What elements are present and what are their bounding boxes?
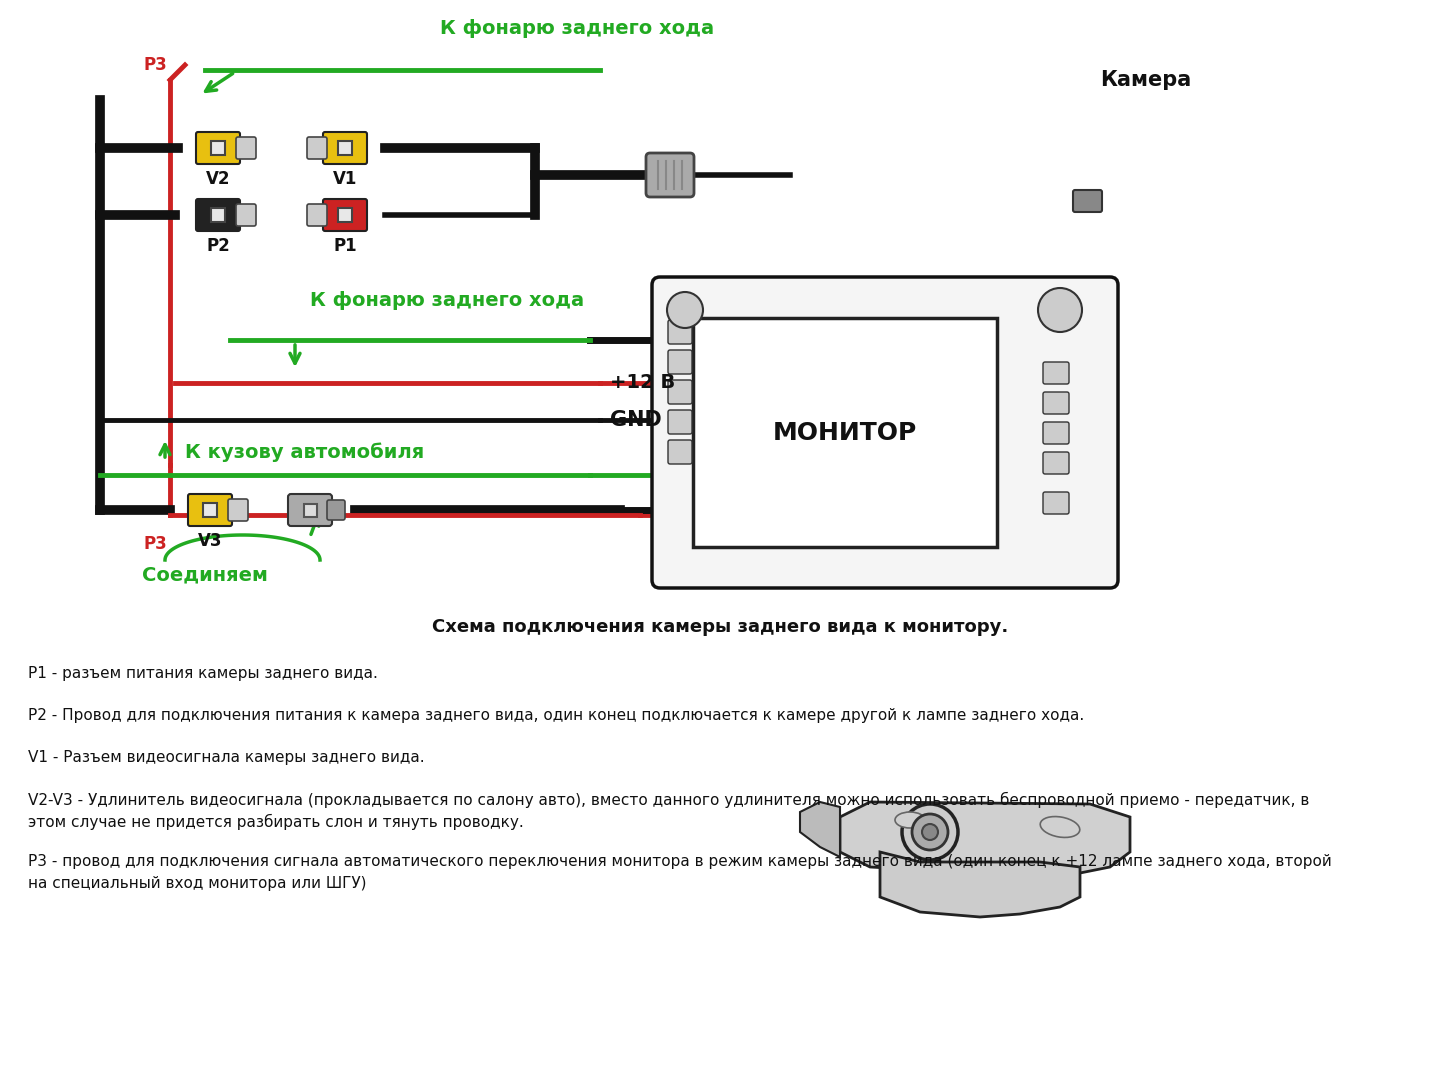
Bar bbox=[212, 208, 225, 222]
FancyBboxPatch shape bbox=[668, 321, 693, 344]
Text: P3: P3 bbox=[143, 56, 167, 74]
Circle shape bbox=[912, 814, 948, 850]
FancyBboxPatch shape bbox=[323, 132, 367, 164]
Text: +12 В: +12 В bbox=[611, 373, 675, 392]
FancyBboxPatch shape bbox=[1043, 362, 1068, 384]
Ellipse shape bbox=[1040, 817, 1080, 837]
Text: К фонарю заднего хода: К фонарю заднего хода bbox=[310, 291, 585, 310]
Ellipse shape bbox=[896, 812, 924, 828]
FancyBboxPatch shape bbox=[236, 137, 256, 159]
FancyBboxPatch shape bbox=[228, 498, 248, 521]
Text: P1 - разъем питания камеры заднего вида.: P1 - разъем питания камеры заднего вида. bbox=[27, 666, 377, 681]
Text: Камера: Камера bbox=[1100, 70, 1191, 90]
FancyBboxPatch shape bbox=[1043, 492, 1068, 513]
FancyBboxPatch shape bbox=[196, 199, 240, 230]
Text: P2 - Провод для подключения питания к камера заднего вида, один конец подключает: P2 - Провод для подключения питания к ка… bbox=[27, 708, 1084, 723]
Text: Соединяем: Соединяем bbox=[143, 565, 268, 584]
Text: V1 - Разъем видеосигнала камеры заднего вида.: V1 - Разъем видеосигнала камеры заднего … bbox=[27, 750, 425, 765]
FancyBboxPatch shape bbox=[189, 494, 232, 526]
Circle shape bbox=[667, 292, 703, 328]
Text: этом случае не придется разбирать слон и тянуть проводку.: этом случае не придется разбирать слон и… bbox=[27, 814, 524, 830]
Bar bbox=[338, 208, 351, 222]
Text: V3: V3 bbox=[197, 532, 222, 550]
Text: на специальный вход монитора или ШГУ): на специальный вход монитора или ШГУ) bbox=[27, 876, 367, 891]
FancyBboxPatch shape bbox=[668, 410, 693, 434]
Polygon shape bbox=[880, 852, 1080, 917]
FancyBboxPatch shape bbox=[288, 494, 333, 526]
Text: GND: GND bbox=[611, 410, 662, 430]
FancyBboxPatch shape bbox=[1043, 452, 1068, 474]
FancyBboxPatch shape bbox=[652, 277, 1117, 589]
Circle shape bbox=[922, 824, 937, 840]
Polygon shape bbox=[840, 802, 1130, 877]
Text: МОНИТОР: МОНИТОР bbox=[773, 420, 917, 445]
FancyBboxPatch shape bbox=[236, 204, 256, 226]
Bar bbox=[338, 142, 351, 155]
FancyBboxPatch shape bbox=[1073, 190, 1102, 212]
FancyBboxPatch shape bbox=[307, 204, 327, 226]
Polygon shape bbox=[801, 802, 840, 857]
Text: V2: V2 bbox=[206, 170, 230, 188]
Text: P1: P1 bbox=[333, 237, 357, 255]
FancyBboxPatch shape bbox=[323, 199, 367, 230]
Text: P3: P3 bbox=[143, 535, 167, 553]
FancyBboxPatch shape bbox=[668, 349, 693, 374]
Circle shape bbox=[1038, 288, 1081, 332]
Text: К кузову автомобиля: К кузову автомобиля bbox=[184, 443, 425, 462]
Text: V2-V3 - Удлинитель видеосигнала (прокладывается по салону авто), вместо данного : V2-V3 - Удлинитель видеосигнала (проклад… bbox=[27, 792, 1309, 808]
Text: V1: V1 bbox=[333, 170, 357, 188]
FancyBboxPatch shape bbox=[1043, 422, 1068, 444]
FancyBboxPatch shape bbox=[327, 500, 346, 520]
FancyBboxPatch shape bbox=[647, 153, 694, 197]
Text: Р3 - провод для подключения сигнала автоматического переключения монитора в режи: Р3 - провод для подключения сигнала авто… bbox=[27, 854, 1332, 869]
Text: Схема подключения камеры заднего вида к монитору.: Схема подключения камеры заднего вида к … bbox=[432, 617, 1008, 636]
Bar bbox=[212, 142, 225, 155]
Circle shape bbox=[901, 804, 958, 860]
FancyBboxPatch shape bbox=[196, 132, 240, 164]
Text: К фонарю заднего хода: К фонарю заднего хода bbox=[441, 18, 714, 38]
FancyBboxPatch shape bbox=[693, 318, 996, 547]
FancyBboxPatch shape bbox=[1043, 392, 1068, 414]
FancyBboxPatch shape bbox=[307, 137, 327, 159]
Bar bbox=[304, 504, 317, 517]
FancyBboxPatch shape bbox=[668, 379, 693, 404]
Bar bbox=[203, 503, 217, 517]
FancyBboxPatch shape bbox=[668, 440, 693, 464]
Text: P2: P2 bbox=[206, 237, 230, 255]
